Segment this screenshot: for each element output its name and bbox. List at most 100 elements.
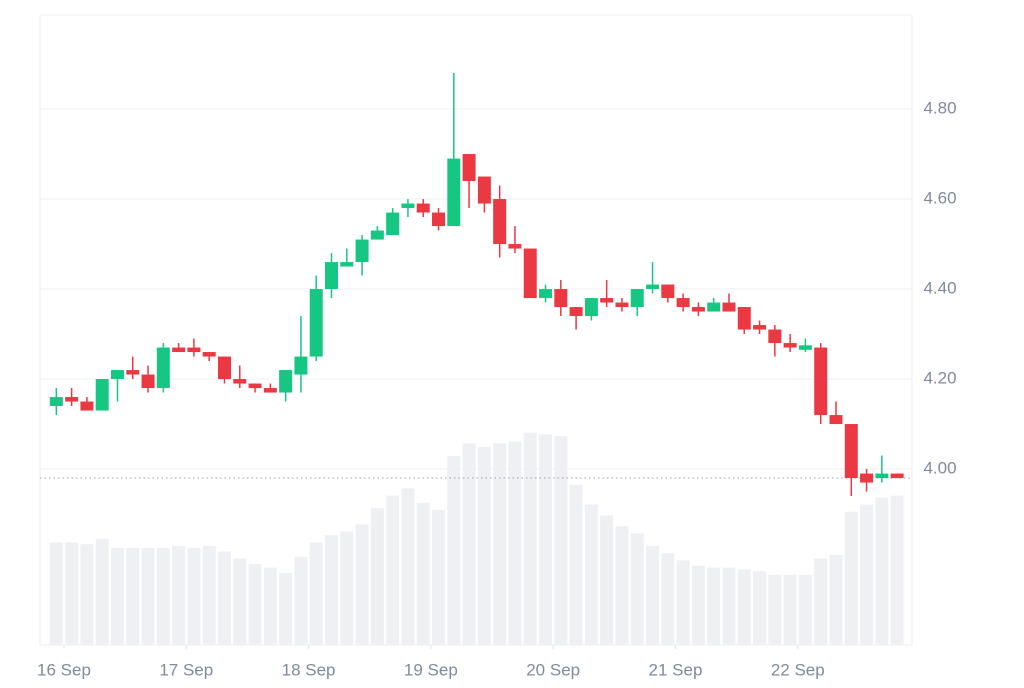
y-tick-label: 4.00 [923, 459, 956, 478]
candle-body [569, 307, 583, 317]
volume-bar [401, 488, 415, 645]
candle-body [615, 302, 629, 308]
y-tick-label: 4.20 [923, 369, 956, 388]
volume-bar [753, 571, 767, 645]
candle-body [65, 397, 79, 402]
candle-body [110, 370, 124, 380]
candle-body [126, 370, 140, 375]
y-tick-label: 4.60 [923, 189, 956, 208]
volume-bar [691, 565, 705, 645]
volume-bar [141, 547, 155, 645]
candle-body [523, 248, 537, 299]
volume-bar [615, 526, 629, 645]
x-tick-label: 22 Sep [771, 660, 825, 679]
x-tick-label: 16 Sep [37, 660, 91, 679]
volume-bar [355, 524, 369, 645]
candle-body [325, 262, 339, 290]
candle-body [80, 401, 94, 411]
volume-bar [309, 542, 323, 645]
volume-bar [844, 511, 858, 645]
candle-body [141, 374, 155, 389]
candle-body [539, 289, 553, 299]
candle-body [340, 262, 354, 267]
candle-body [462, 154, 476, 182]
volume-bar [477, 447, 491, 645]
candle-body [554, 289, 568, 308]
volume-bar [707, 567, 721, 645]
candle-body [355, 239, 369, 263]
candle-body [401, 203, 415, 209]
volume-bar [569, 484, 583, 645]
candle-body [860, 473, 874, 483]
candle-body [630, 289, 644, 308]
candle-body [95, 379, 109, 411]
candle-body [600, 298, 614, 303]
volume-bar [447, 456, 461, 645]
volume-bar [110, 547, 124, 645]
volume-bar [217, 551, 231, 645]
volume-bar [523, 432, 537, 645]
plot-frame [39, 14, 913, 646]
candle-body [829, 415, 843, 425]
x-tick-label: 17 Sep [159, 660, 213, 679]
candle-body [217, 356, 231, 380]
volume-bar [462, 443, 476, 645]
candle-body [447, 158, 461, 227]
volume-bar [630, 533, 644, 645]
volume-bar [493, 443, 507, 645]
volume-bar [890, 495, 904, 645]
volume-bar [294, 556, 308, 645]
volume-bar [722, 567, 736, 645]
candle-body [646, 284, 660, 290]
volume-bar [584, 504, 598, 645]
volume-bar [233, 558, 247, 645]
volume-bar [95, 538, 109, 645]
volume-bar [386, 495, 400, 645]
volume-bar [814, 558, 828, 645]
volume-bar [340, 531, 354, 645]
volume-bar [80, 544, 94, 645]
x-tick-label: 21 Sep [649, 660, 703, 679]
volume-bar [172, 546, 186, 645]
volume-bar [539, 434, 553, 645]
candle-body [477, 176, 491, 204]
volume-bar [126, 547, 140, 645]
volume-bar [875, 497, 889, 645]
volume-bar [202, 546, 216, 645]
candle-body [768, 329, 782, 344]
volume-bar [432, 510, 446, 645]
volume-bar [325, 535, 339, 645]
volume-bar [661, 553, 675, 645]
x-tick-label: 19 Sep [404, 660, 458, 679]
candle-body [172, 347, 186, 353]
volume-bar [737, 569, 751, 645]
candle-body [691, 307, 705, 312]
candle-body [737, 307, 751, 330]
volume-bar [263, 567, 277, 645]
candle-body [783, 343, 797, 348]
candle-body [508, 244, 522, 249]
candle-body [187, 347, 201, 353]
volume-bar [65, 542, 79, 645]
candle-body [248, 383, 262, 389]
candle-body [432, 212, 446, 227]
candle-body [370, 230, 384, 240]
candle-body [156, 347, 170, 389]
volume-bar [600, 515, 614, 645]
candle-body [890, 473, 904, 479]
candle-body [753, 325, 767, 330]
y-tick-label: 4.40 [923, 279, 956, 298]
candle-body [493, 199, 507, 245]
x-tick-label: 20 Sep [526, 660, 580, 679]
volume-bar [370, 508, 384, 645]
candle-body [798, 345, 812, 350]
volume-bar [156, 547, 170, 645]
volume-bar [554, 436, 568, 645]
candle-body [416, 203, 430, 213]
candle-body [386, 212, 400, 236]
volume-bar [860, 504, 874, 645]
volume-bar [798, 574, 812, 645]
volume-bar [49, 542, 63, 645]
candle-body [875, 473, 889, 479]
